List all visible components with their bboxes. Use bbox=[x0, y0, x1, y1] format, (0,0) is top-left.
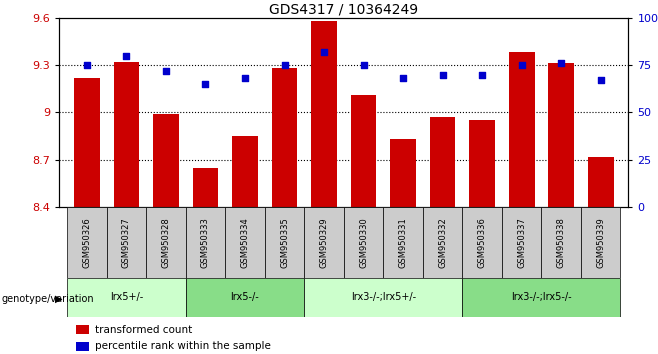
Text: lrx5+/-: lrx5+/- bbox=[110, 292, 143, 302]
Point bbox=[359, 62, 369, 68]
Bar bbox=[463, 207, 502, 278]
Text: GSM950335: GSM950335 bbox=[280, 217, 289, 268]
Text: transformed count: transformed count bbox=[95, 325, 191, 335]
Bar bbox=[114, 62, 139, 207]
Text: GSM950330: GSM950330 bbox=[359, 217, 368, 268]
Point bbox=[121, 53, 132, 58]
Bar bbox=[67, 207, 107, 278]
Text: GSM950338: GSM950338 bbox=[557, 217, 566, 268]
Bar bbox=[351, 95, 376, 207]
Bar bbox=[469, 120, 495, 207]
Bar bbox=[232, 136, 258, 207]
Bar bbox=[390, 139, 416, 207]
Point bbox=[398, 75, 409, 81]
Point bbox=[556, 60, 567, 66]
Bar bbox=[548, 63, 574, 207]
Bar bbox=[581, 207, 620, 278]
Bar bbox=[146, 207, 186, 278]
Point bbox=[240, 75, 250, 81]
Point bbox=[517, 62, 527, 68]
Bar bbox=[384, 207, 423, 278]
Bar bbox=[542, 207, 581, 278]
Text: percentile rank within the sample: percentile rank within the sample bbox=[95, 341, 270, 351]
Point bbox=[82, 62, 92, 68]
Point bbox=[279, 62, 290, 68]
Bar bbox=[225, 207, 265, 278]
Text: ▶: ▶ bbox=[55, 294, 62, 304]
Text: GSM950332: GSM950332 bbox=[438, 217, 447, 268]
Text: GSM950339: GSM950339 bbox=[596, 217, 605, 268]
Text: GSM950331: GSM950331 bbox=[399, 217, 407, 268]
Point bbox=[161, 68, 171, 74]
Bar bbox=[588, 156, 613, 207]
Title: GDS4317 / 10364249: GDS4317 / 10364249 bbox=[269, 2, 418, 17]
Text: genotype/variation: genotype/variation bbox=[1, 294, 94, 304]
Text: lrx5-/-: lrx5-/- bbox=[230, 292, 259, 302]
Point bbox=[477, 72, 488, 77]
Bar bbox=[430, 117, 455, 207]
Bar bbox=[272, 68, 297, 207]
Bar bbox=[76, 342, 89, 351]
Bar bbox=[74, 78, 100, 207]
Bar bbox=[343, 207, 384, 278]
Text: GSM950334: GSM950334 bbox=[240, 217, 249, 268]
Text: GSM950326: GSM950326 bbox=[82, 217, 91, 268]
Bar bbox=[423, 207, 463, 278]
Text: GSM950333: GSM950333 bbox=[201, 217, 210, 268]
Point bbox=[595, 78, 606, 83]
Bar bbox=[311, 21, 337, 207]
Text: GSM950337: GSM950337 bbox=[517, 217, 526, 268]
Point bbox=[438, 72, 448, 77]
Point bbox=[318, 49, 329, 55]
Bar bbox=[265, 207, 304, 278]
Point bbox=[200, 81, 211, 87]
Bar bbox=[153, 114, 179, 207]
Text: GSM950328: GSM950328 bbox=[161, 217, 170, 268]
Bar bbox=[67, 278, 186, 317]
Bar bbox=[193, 168, 218, 207]
Bar bbox=[107, 207, 146, 278]
Text: lrx3-/-;lrx5+/-: lrx3-/-;lrx5+/- bbox=[351, 292, 416, 302]
Bar bbox=[186, 278, 304, 317]
Text: GSM950336: GSM950336 bbox=[478, 217, 487, 268]
Bar bbox=[502, 207, 542, 278]
Text: GSM950329: GSM950329 bbox=[320, 217, 328, 268]
Bar bbox=[186, 207, 225, 278]
Bar bbox=[76, 325, 89, 335]
Bar bbox=[304, 278, 463, 317]
Text: lrx3-/-;lrx5-/-: lrx3-/-;lrx5-/- bbox=[511, 292, 572, 302]
Bar bbox=[509, 52, 534, 207]
Bar bbox=[304, 207, 343, 278]
Text: GSM950327: GSM950327 bbox=[122, 217, 131, 268]
Bar bbox=[463, 278, 620, 317]
